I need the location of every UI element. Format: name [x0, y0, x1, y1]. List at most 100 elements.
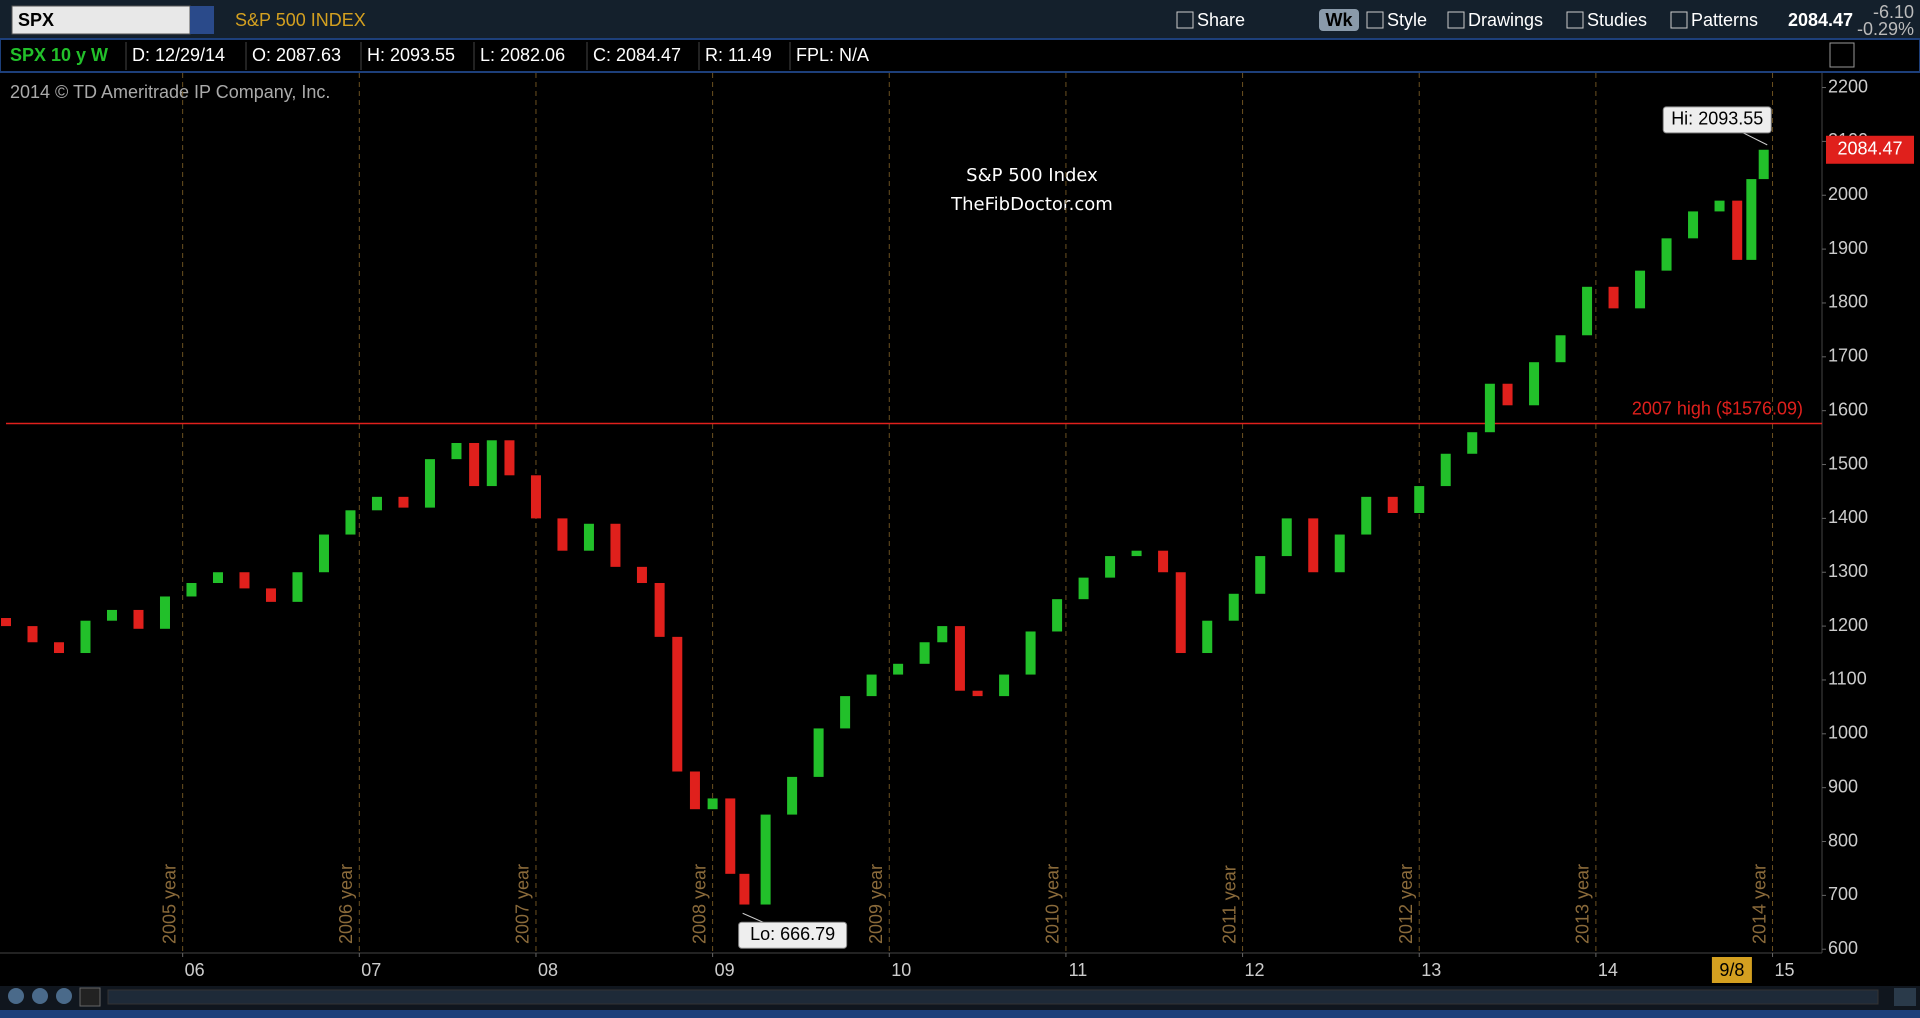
y-tick-label: 1600 [1828, 399, 1868, 419]
info-bar [0, 38, 1920, 73]
scrollbar[interactable] [107, 989, 1879, 1005]
study-label: SPX 10 y W [10, 45, 108, 65]
candle-body [1529, 362, 1540, 406]
y-tick-label: 1900 [1828, 238, 1868, 258]
net-change: -6.10 [1873, 2, 1914, 22]
style-icon[interactable] [1829, 42, 1855, 68]
symbol-box[interactable] [11, 5, 191, 35]
annotation-label: Lo: 666.79 [750, 924, 835, 944]
candle-body [1502, 383, 1513, 406]
candle-body [1582, 286, 1593, 336]
candle-body [345, 510, 356, 535]
symbol-dropdown[interactable] [190, 6, 214, 34]
candle-body [1688, 211, 1699, 239]
symbol[interactable]: SPX [18, 10, 54, 30]
candle-body [1131, 550, 1142, 557]
info-field: C: 2084.47 [593, 45, 681, 65]
candle-body [469, 442, 480, 487]
candle-body [1255, 556, 1266, 594]
toolbar-button-label[interactable]: Style [1387, 10, 1427, 30]
year-line-label: 2005 year [159, 864, 179, 944]
x-tick-label: 14 [1598, 960, 1618, 980]
year-line-label: 2011 year [1219, 865, 1239, 944]
y-tick-label: 900 [1828, 776, 1858, 796]
candle-body [27, 626, 38, 643]
y-tick-label: 1200 [1828, 615, 1868, 635]
candle-body [398, 496, 409, 508]
candle-body [1758, 149, 1769, 180]
candle-body [106, 609, 117, 621]
toolbar-button-icon[interactable] [1670, 11, 1688, 29]
x-tick-label: 15 [1775, 960, 1795, 980]
candle-body [1361, 496, 1372, 535]
candle-body [1025, 631, 1036, 675]
toolbar-button-icon[interactable] [1566, 11, 1584, 29]
text-tool[interactable] [79, 987, 101, 1007]
info-field: R: 11.49 [705, 45, 772, 65]
toolbar-button-icon[interactable] [1447, 11, 1465, 29]
candle-body [739, 873, 750, 905]
candle-body [972, 690, 983, 697]
last-price-label: 2084.47 [1837, 139, 1902, 159]
toolbar-button-label[interactable]: Share [1197, 10, 1245, 30]
toolbar-button-label[interactable]: Wk [1326, 10, 1354, 30]
candle-body [672, 636, 683, 772]
candle-body [760, 814, 771, 905]
candle-body [1334, 534, 1345, 573]
chart-title: S&P 500 Index [966, 165, 1098, 186]
window-border [0, 1010, 1920, 1018]
candle-body [1732, 200, 1743, 260]
info-field: H: 2093.55 [367, 45, 455, 65]
candle-body [1555, 335, 1566, 363]
toolbar-button-label[interactable]: Studies [1587, 10, 1647, 30]
last-price-box [1826, 135, 1914, 164]
x-tick-label: 12 [1245, 960, 1265, 980]
candle-body [504, 440, 515, 476]
candle-body [292, 572, 303, 602]
candle-body [424, 459, 435, 508]
cursor-label: 9/8 [1719, 960, 1744, 980]
year-line-label: 2013 year [1573, 864, 1593, 944]
candle-body [787, 776, 798, 815]
zoom-out-icon[interactable] [56, 988, 72, 1004]
candle-body [1440, 453, 1451, 487]
candle-body [1746, 179, 1757, 260]
symbol-description: S&P 500 INDEX [235, 10, 366, 30]
candle-body [1484, 383, 1495, 433]
info-field: D: 12/29/14 [132, 45, 225, 65]
candle-body [1414, 486, 1425, 513]
percent-change: -0.29% [1857, 19, 1914, 39]
candle-body [636, 566, 647, 584]
expand-icon[interactable] [1894, 988, 1916, 1006]
candle-body [583, 523, 594, 551]
last-price: 2084.47 [1788, 10, 1853, 30]
toolbar-button-label[interactable]: Drawings [1468, 10, 1543, 30]
toolbar-button-icon[interactable] [1176, 11, 1194, 29]
toolbar-button-label[interactable]: Patterns [1691, 10, 1758, 30]
candle-body [1052, 599, 1063, 632]
year-line-label: 2010 year [1043, 864, 1063, 944]
zoom-in-icon[interactable] [32, 988, 48, 1004]
candle-body [1202, 620, 1213, 654]
info-field: L: 2082.06 [480, 45, 565, 65]
chart-subtitle: TheFibDoctor.com [950, 194, 1113, 215]
candle-body [1, 618, 11, 627]
x-tick-label: 06 [185, 960, 205, 980]
y-tick-label: 1300 [1828, 561, 1868, 581]
toolbar-button[interactable] [1319, 9, 1359, 31]
candle-body [265, 588, 276, 602]
toolbar-button-icon[interactable] [1366, 11, 1384, 29]
zoom-icon[interactable] [8, 988, 24, 1004]
y-tick-label: 1000 [1828, 723, 1868, 743]
toolbar [0, 0, 1920, 38]
candle-body [557, 518, 568, 551]
candle-body [451, 442, 462, 460]
candle-body [1608, 286, 1619, 309]
annotation-box [1662, 106, 1772, 134]
candle-body [1078, 577, 1089, 600]
candle-body [937, 626, 948, 643]
candle-body [866, 674, 877, 697]
candle-body [999, 674, 1010, 697]
